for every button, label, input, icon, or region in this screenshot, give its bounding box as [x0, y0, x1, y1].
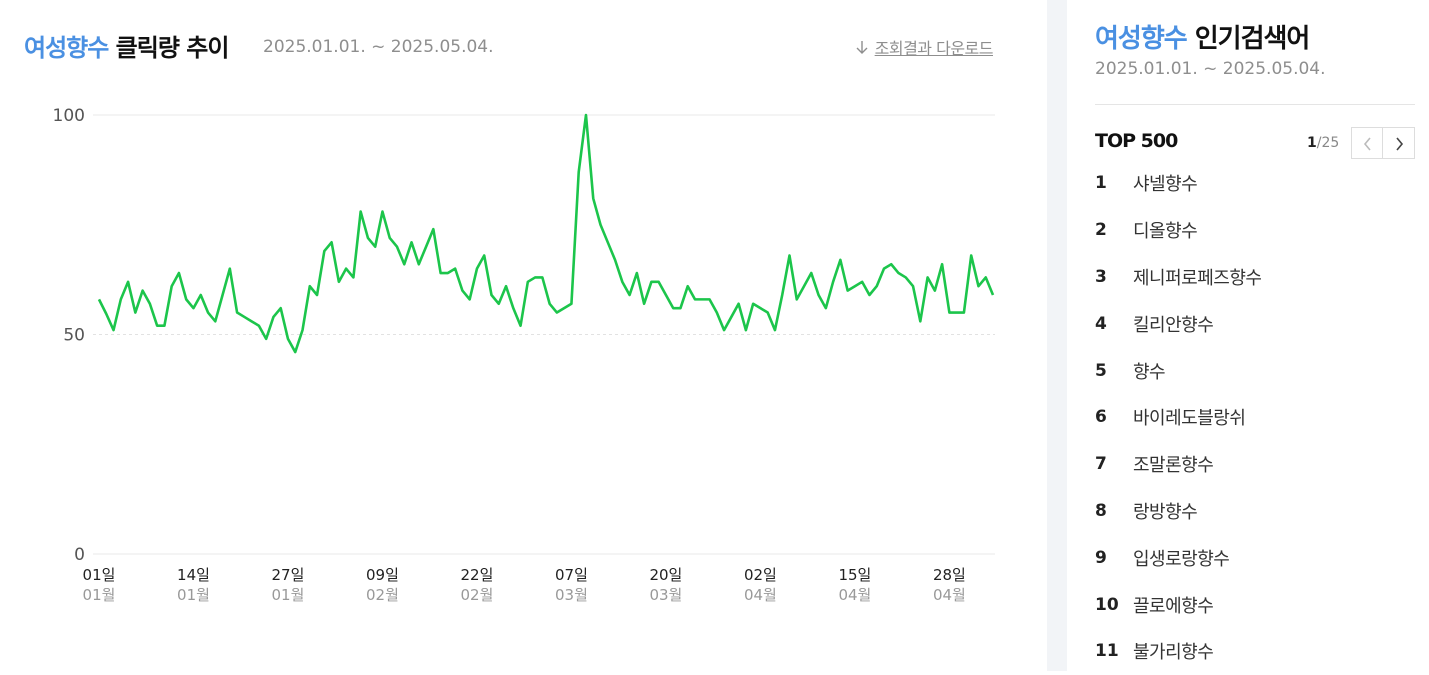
- x-axis: 01일 01월 14일 01월 27일 01월 09일 02월 22일 02월 07일 03월 20일 0…: [83, 566, 966, 604]
- rank-keyword: 랑방향수: [1133, 501, 1198, 523]
- rank-number: 11: [1095, 641, 1119, 662]
- page-indicator: 1/25: [1307, 135, 1339, 151]
- x-tick-day: 14일: [177, 566, 210, 584]
- chevron-left-icon: [1363, 137, 1371, 151]
- rank-number: 10: [1095, 594, 1119, 615]
- rank-number: 2: [1095, 220, 1107, 241]
- x-tick-day: 07일: [555, 566, 588, 584]
- sidebar-period: 2025.01.01. ~ 2025.05.04.: [1095, 59, 1326, 79]
- sidebar-title-keyword: 여성향수: [1095, 24, 1188, 54]
- click-trend-line-chart: 0 50 100 01일 01월 14일 01월 27일 01월 09일 02월 22일 02월 07일…: [53, 106, 995, 604]
- rank-item[interactable]: 4 킬리안향수: [1095, 300, 1415, 347]
- rank-keyword: 제니퍼로페즈향수: [1133, 267, 1262, 289]
- x-tick-month: 03월: [555, 586, 588, 604]
- x-tick-month: 04월: [933, 586, 966, 604]
- rank-keyword: 조말론향수: [1133, 455, 1214, 477]
- panel-divider: [1047, 0, 1067, 671]
- x-tick-month: 01월: [83, 586, 116, 604]
- x-tick-month: 04월: [838, 586, 871, 604]
- x-tick-month: 04월: [744, 586, 777, 604]
- rank-keyword: 불가리향수: [1133, 642, 1214, 664]
- rank-number: 8: [1095, 500, 1107, 521]
- rank-keyword: 끌로에향수: [1133, 595, 1214, 617]
- download-icon: [856, 41, 868, 54]
- rank-item[interactable]: 11 불가리향수: [1095, 628, 1415, 675]
- series-line: [97, 113, 995, 354]
- download-button[interactable]: 조회결과 다운로드: [855, 35, 994, 59]
- rank-item[interactable]: 5 향수: [1095, 347, 1415, 394]
- download-label: 조회결과 다운로드: [874, 39, 994, 58]
- chart-title-keyword: 여성향수: [24, 34, 109, 62]
- rank-number: 5: [1095, 360, 1107, 381]
- rank-keyword: 향수: [1133, 361, 1166, 383]
- rank-item[interactable]: 10 끌로에향수: [1095, 581, 1415, 628]
- x-tick-day: 15일: [838, 566, 871, 584]
- rank-number: 4: [1095, 313, 1107, 334]
- y-tick-label: 0: [74, 545, 85, 565]
- rank-list: 1 샤넬향수 2 디올향수 3 제니퍼로페즈향수 4 킬리안향수 5 향수 6 바이레도블랑쉬 7 조말론…: [1095, 160, 1415, 675]
- chart-title: 여성향수 클릭량 추이: [24, 28, 230, 63]
- chevron-right-icon: [1396, 137, 1404, 151]
- rank-number: 3: [1095, 266, 1107, 287]
- x-tick-day: 01일: [83, 566, 116, 584]
- x-tick-day: 27일: [272, 566, 305, 584]
- x-tick-day: 02일: [744, 566, 777, 584]
- chart-title-suffix: 클릭량 추이: [108, 34, 230, 62]
- page-current: 1: [1307, 135, 1317, 151]
- next-page-button[interactable]: [1383, 127, 1415, 159]
- rank-number: 6: [1095, 407, 1107, 428]
- rank-item[interactable]: 1 샤넬향수: [1095, 160, 1415, 207]
- top-label: TOP 500: [1095, 130, 1178, 152]
- rank-number: 9: [1095, 547, 1107, 568]
- sidebar-title-suffix: 인기검색어: [1186, 24, 1311, 54]
- sidebar-divider: [1095, 104, 1415, 105]
- y-tick-label: 50: [63, 326, 85, 346]
- prev-page-button[interactable]: [1351, 127, 1383, 159]
- y-tick-label: 100: [53, 106, 85, 126]
- rank-keyword: 입생로랑향수: [1133, 548, 1230, 570]
- rank-item[interactable]: 2 디올향수: [1095, 207, 1415, 254]
- rank-item[interactable]: 9 입생로랑향수: [1095, 534, 1415, 581]
- rank-item[interactable]: 7 조말론향수: [1095, 441, 1415, 488]
- rank-keyword: 바이레도블랑쉬: [1133, 408, 1246, 430]
- rank-keyword: 샤넬향수: [1133, 174, 1198, 196]
- x-tick-day: 22일: [461, 566, 494, 584]
- rank-keyword: 킬리안향수: [1133, 314, 1214, 336]
- x-tick-month: 02월: [461, 586, 494, 604]
- x-tick-month: 02월: [366, 586, 399, 604]
- chart-panel: 여성향수 클릭량 추이 2025.01.01. ~ 2025.05.04. 조회…: [24, 28, 995, 604]
- x-tick-day: 28일: [933, 566, 966, 584]
- sidebar-title: 여성향수 인기검색어: [1095, 18, 1311, 55]
- rank-number: 1: [1095, 173, 1107, 194]
- chart-period: 2025.01.01. ~ 2025.05.04.: [263, 37, 494, 57]
- rank-item[interactable]: 8 랑방향수: [1095, 488, 1415, 535]
- x-tick-month: 01월: [177, 586, 210, 604]
- page-total: /25: [1316, 135, 1340, 151]
- x-tick-month: 03월: [649, 586, 682, 604]
- rank-keyword: 디올향수: [1133, 221, 1198, 243]
- rank-number: 7: [1095, 454, 1107, 475]
- x-tick-day: 09일: [366, 566, 399, 584]
- chart-grid: [93, 114, 995, 555]
- y-axis: 0 50 100: [53, 106, 85, 565]
- popular-keywords-panel: 여성향수 인기검색어 2025.01.01. ~ 2025.05.04. TOP…: [1067, 0, 1429, 671]
- x-tick-month: 01월: [272, 586, 305, 604]
- rank-item[interactable]: 6 바이레도블랑쉬: [1095, 394, 1415, 441]
- rank-item[interactable]: 3 제니퍼로페즈향수: [1095, 254, 1415, 301]
- x-tick-day: 20일: [649, 566, 682, 584]
